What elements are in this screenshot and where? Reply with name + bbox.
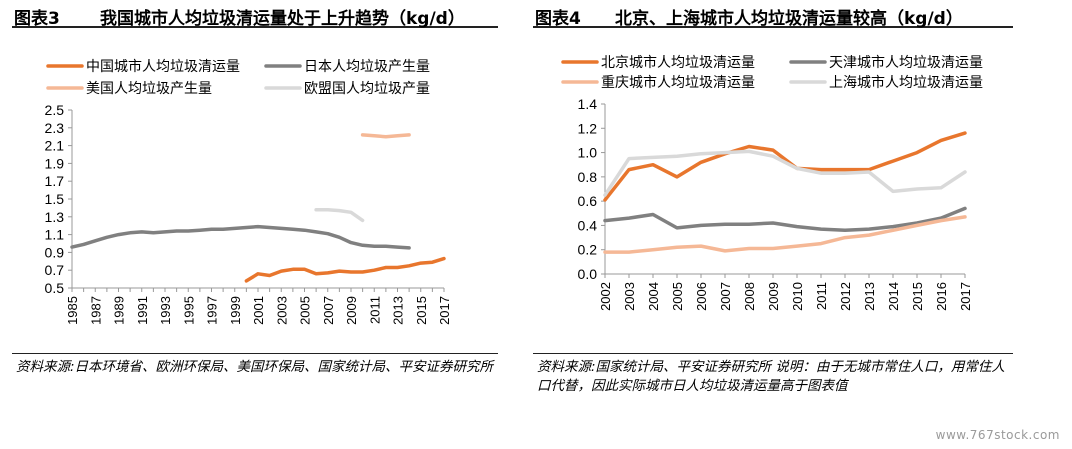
y-tick-label: 1.0 <box>578 145 598 161</box>
x-tick-label: 2010 <box>790 282 805 311</box>
chart-header: 图表3 我国城市人均垃圾清运量处于上升趋势（kg/d） <box>12 2 498 29</box>
legend-label: 欧盟国人均垃圾产量 <box>304 81 430 97</box>
legend-label: 北京城市人均垃圾清运量 <box>601 54 755 71</box>
x-tick-label: 2005 <box>298 296 313 325</box>
x-tick-label: 2009 <box>344 296 359 325</box>
series-line <box>603 206 967 233</box>
x-tick-label: 2006 <box>694 282 709 311</box>
y-tick-label: 0.7 <box>45 262 65 278</box>
x-tick-label: 2017 <box>437 296 452 325</box>
x-tick-label: 1989 <box>112 296 127 325</box>
series-line <box>244 256 446 283</box>
x-tick-label: 2007 <box>321 296 336 325</box>
x-tick-label: 2003 <box>622 282 637 311</box>
y-tick-label: 1.9 <box>45 155 65 171</box>
legend-label: 美国人均垃圾产生量 <box>86 81 212 97</box>
x-tick-label: 2009 <box>766 282 781 311</box>
source-note: 资料来源:国家统计局、平安证券研究所 说明：由于无城市常住人口，用常住人口代替，… <box>537 359 1005 394</box>
x-tick-label: 1987 <box>88 296 103 325</box>
x-tick-label: 1995 <box>181 296 196 325</box>
x-tick-label: 1999 <box>228 296 243 325</box>
legend-label: 天津城市人均垃圾清运量 <box>829 54 983 71</box>
y-tick-label: 0.0 <box>578 266 598 282</box>
x-tick-label: 2011 <box>814 282 829 310</box>
x-tick-label: 2002 <box>598 282 613 311</box>
line-chart-3: 0.5 0.7 0.91.1 1.3 1.5 1.7 1.92.1 2.3 2.5 1985 198… <box>45 58 452 325</box>
legend-label: 重庆城市人均垃圾清运量 <box>601 74 755 91</box>
watermark: www.767stock.com <box>935 428 1060 442</box>
chart-title: 北京、上海城市人均垃圾清运量较高（kg/d） <box>615 9 963 29</box>
series-line <box>314 207 365 223</box>
y-tick-label: 0.9 <box>45 244 65 260</box>
x-tick-label: 1985 <box>65 296 80 325</box>
x-tick-label: 2013 <box>391 296 406 325</box>
y-tick-label: 0.5 <box>45 280 65 296</box>
x-tick-label: 2008 <box>742 282 757 311</box>
y-tick-label: 1.4 <box>578 96 598 112</box>
chart-header: 图表4 北京、上海城市人均垃圾清运量较高（kg/d） <box>533 2 1013 29</box>
x-tick-label: 2001 <box>251 296 266 325</box>
x-tick-label: 2015 <box>414 296 429 325</box>
figure-number: 图表3 <box>14 9 60 29</box>
x-tick-label: 2015 <box>910 282 925 311</box>
legend-label: 上海城市人均垃圾清运量 <box>829 74 983 91</box>
x-tick-label: 2016 <box>934 282 949 311</box>
y-tick-label: 1.7 <box>45 173 65 189</box>
x-tick-label: 1993 <box>158 296 173 325</box>
y-tick-label: 1.3 <box>45 209 65 225</box>
series-line <box>603 149 967 197</box>
y-tick-label: 2.5 <box>45 102 65 118</box>
series-line <box>70 224 411 250</box>
x-tick-label: 2004 <box>646 282 661 311</box>
y-tick-label: 0.6 <box>578 193 598 209</box>
x-tick-label: 2013 <box>862 282 877 311</box>
x-tick-label: 2011 <box>367 296 382 324</box>
figure-number: 图表4 <box>535 9 581 29</box>
y-tick-label: 0.2 <box>578 242 598 258</box>
y-tick-label: 0.8 <box>578 169 598 185</box>
y-tick-label: 1.1 <box>45 227 65 243</box>
y-tick-label: 0.4 <box>578 217 598 233</box>
y-tick-label: 1.5 <box>45 191 65 207</box>
divider <box>533 353 1013 354</box>
divider <box>12 353 498 354</box>
y-tick-label: 2.1 <box>45 138 65 154</box>
x-tick-label: 2014 <box>886 282 901 311</box>
series-line <box>360 133 411 139</box>
x-tick-label: 2003 <box>274 296 289 325</box>
x-tick-label: 2017 <box>958 282 973 311</box>
line-chart-4: 0.0 0.2 0.4 0.6 0.8 1.0 1.2 1.4 2002 2003 2004 2005… <box>561 54 983 311</box>
legend-label: 日本人均垃圾产生量 <box>304 59 430 75</box>
series-line <box>603 215 967 254</box>
x-tick-label: 1991 <box>135 296 150 325</box>
series-line <box>603 131 967 202</box>
x-tick-label: 2007 <box>718 282 733 311</box>
x-tick-label: 1997 <box>205 296 220 325</box>
chart-title: 我国城市人均垃圾清运量处于上升趋势（kg/d） <box>100 9 465 29</box>
x-tick-label: 2012 <box>838 282 853 311</box>
y-tick-label: 1.2 <box>578 120 598 136</box>
legend-label: 中国城市人均垃圾清运量 <box>86 58 240 75</box>
x-tick-label: 2005 <box>670 282 685 311</box>
y-tick-label: 2.3 <box>45 120 65 136</box>
source-note: 资料来源:日本环境省、欧洲环保局、美国环保局、国家统计局、平安证券研究所 <box>16 359 494 375</box>
